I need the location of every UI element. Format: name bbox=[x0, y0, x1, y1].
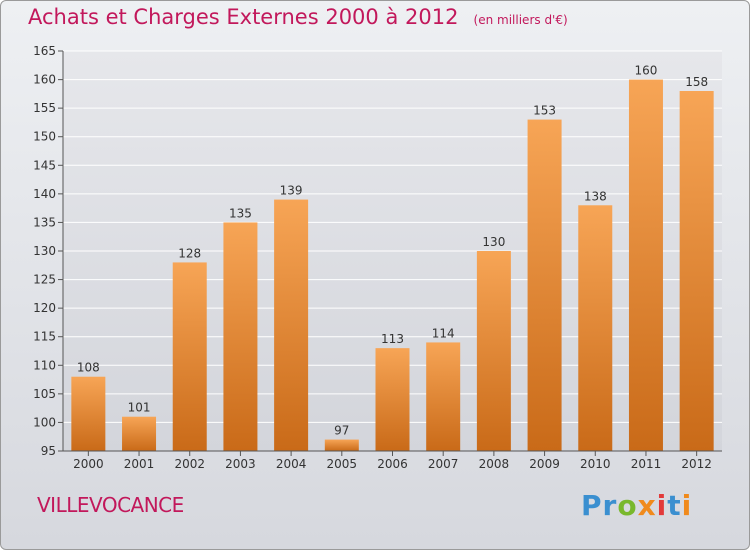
logo-letter: i bbox=[656, 489, 668, 522]
y-tick-label: 130 bbox=[33, 244, 56, 258]
y-tick-label: 160 bbox=[33, 73, 56, 87]
y-tick-label: 155 bbox=[33, 101, 56, 115]
y-tick-label: 95 bbox=[41, 444, 56, 458]
bar bbox=[223, 222, 258, 451]
x-tick-label: 2009 bbox=[529, 457, 560, 471]
commune-name: VILLEVOCANCE bbox=[37, 493, 184, 517]
x-tick-label: 2003 bbox=[225, 457, 256, 471]
logo-letter: o bbox=[617, 489, 638, 522]
x-tick-label: 2008 bbox=[479, 457, 510, 471]
bar-value-label: 139 bbox=[280, 184, 303, 198]
x-tick-label: 2001 bbox=[124, 457, 155, 471]
bars: 108 101 128 135 139 97 113 114 130 153 138 160 158 bbox=[71, 64, 714, 452]
y-tick-label: 145 bbox=[33, 158, 56, 172]
bar bbox=[122, 416, 157, 451]
bar-value-label: 130 bbox=[482, 235, 505, 249]
bar-value-label: 128 bbox=[178, 246, 201, 260]
bar-value-label: 158 bbox=[685, 75, 708, 89]
x-tick-label: 2002 bbox=[174, 457, 205, 471]
bar-value-label: 108 bbox=[77, 361, 100, 375]
title-row: Achats et Charges Externes 2000 à 2012 (… bbox=[28, 5, 568, 29]
y-tick-label: 110 bbox=[33, 358, 56, 372]
axes: 95 100 105 110 115 120 125 130 135 140 145 150 155 16… bbox=[33, 44, 722, 471]
bar bbox=[578, 205, 613, 451]
bar-value-label: 97 bbox=[334, 424, 349, 438]
y-tick-label: 125 bbox=[33, 273, 56, 287]
bar-value-label: 114 bbox=[432, 326, 455, 340]
logo-letter: x bbox=[637, 489, 657, 522]
bar bbox=[628, 79, 663, 452]
bar bbox=[324, 439, 359, 451]
bar-value-label: 138 bbox=[584, 189, 607, 203]
logo-letter: r bbox=[602, 489, 618, 522]
x-tick-label: 2000 bbox=[73, 457, 104, 471]
proxiti-logo: Proxiti bbox=[581, 489, 692, 522]
bar bbox=[172, 262, 207, 451]
logo-letter: t bbox=[667, 489, 682, 522]
bar-value-label: 153 bbox=[533, 104, 556, 118]
y-tick-label: 165 bbox=[33, 44, 56, 58]
x-tick-label: 2010 bbox=[580, 457, 611, 471]
x-tick-label: 2004 bbox=[276, 457, 307, 471]
x-tick-label: 2006 bbox=[377, 457, 408, 471]
x-tick-label: 2012 bbox=[681, 457, 712, 471]
bar-value-label: 160 bbox=[635, 64, 658, 78]
y-tick-label: 105 bbox=[33, 387, 56, 401]
y-tick-label: 115 bbox=[33, 330, 56, 344]
y-tick-label: 120 bbox=[33, 301, 56, 315]
bar bbox=[426, 342, 461, 451]
chart-title: Achats et Charges Externes 2000 à 2012 bbox=[28, 5, 459, 29]
bar bbox=[274, 199, 309, 451]
bar bbox=[527, 119, 562, 452]
logo-letter: P bbox=[581, 489, 603, 522]
bar-value-label: 135 bbox=[229, 206, 252, 220]
x-tick-label: 2005 bbox=[327, 457, 358, 471]
x-tick-label: 2011 bbox=[631, 457, 662, 471]
bar bbox=[476, 251, 511, 451]
bar bbox=[71, 376, 106, 451]
bar-value-label: 101 bbox=[128, 401, 151, 415]
y-tick-label: 100 bbox=[33, 415, 56, 429]
logo-letter: i bbox=[681, 489, 693, 522]
chart-subtitle: (en milliers d'€) bbox=[473, 13, 568, 27]
x-tick-label: 2007 bbox=[428, 457, 459, 471]
bar bbox=[375, 348, 410, 451]
y-tick-label: 135 bbox=[33, 215, 56, 229]
y-tick-label: 150 bbox=[33, 130, 56, 144]
y-tick-label: 140 bbox=[33, 187, 56, 201]
bar bbox=[679, 91, 714, 451]
bar-value-label: 113 bbox=[381, 332, 404, 346]
